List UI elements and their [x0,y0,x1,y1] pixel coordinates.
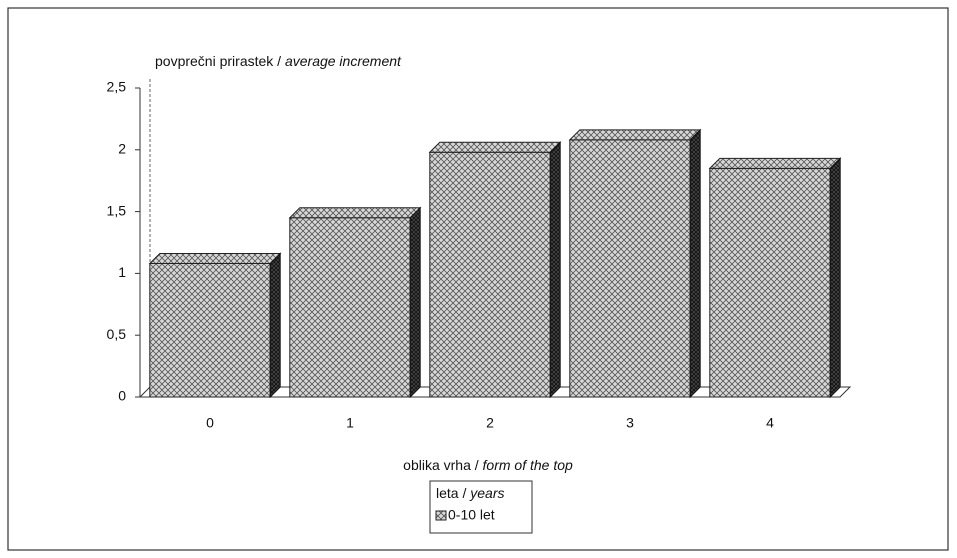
bar-side [409,206,421,399]
legend-swatch [435,510,447,521]
y-axis-label-en: average increment [285,53,402,69]
x-axis-label-sl: oblika vrha / [403,457,479,473]
x-axis-label: oblika vrha / form of the top [403,457,573,473]
bar [708,157,842,399]
bar-top [428,141,562,153]
legend-title: leta / years [436,485,504,501]
x-tick-label: 1 [346,415,354,431]
y-tick-label: 0,5 [107,326,127,342]
bar-front [569,139,691,398]
bar [288,206,422,399]
y-axis-label-sl: povprečni prirastek / [155,53,281,69]
y-tick-label: 1 [118,264,126,280]
bar-side [829,157,841,399]
x-axis-label-en: form of the top [483,457,573,473]
bar-side [549,141,561,399]
bar-front [289,217,411,398]
y-tick-label: 1,5 [107,202,127,218]
x-tick-label: 4 [766,415,774,431]
legend-title-sl: leta / [436,485,466,501]
legend-box [429,480,533,534]
bar-top [288,207,422,219]
bar-front [709,167,831,398]
chart-border [7,7,949,551]
bar [568,128,702,399]
bar-side [689,128,701,399]
bar-side [269,252,281,399]
bar [148,252,282,399]
bar [428,141,562,399]
x-tick-label: 2 [486,415,494,431]
y-axis-label: povprečni prirastek / average increment [155,53,402,69]
y-tick-label: 2 [118,141,126,157]
legend-label: 0-10 let [448,507,495,523]
bar-top [148,253,282,265]
y-tick-label: 2,5 [107,79,127,95]
bar-front [429,151,551,398]
y-tick-label: 0 [118,388,126,404]
bar-top [708,157,842,169]
x-tick-label: 0 [206,415,214,431]
bar-front [149,263,271,398]
plot-area: 0 0,5 1 1,5 2 2,5 0 1 2 3 4 0-10 let [107,78,852,523]
legend-title-en: years [469,485,504,501]
x-tick-label: 3 [626,415,634,431]
bar-top [568,129,702,141]
